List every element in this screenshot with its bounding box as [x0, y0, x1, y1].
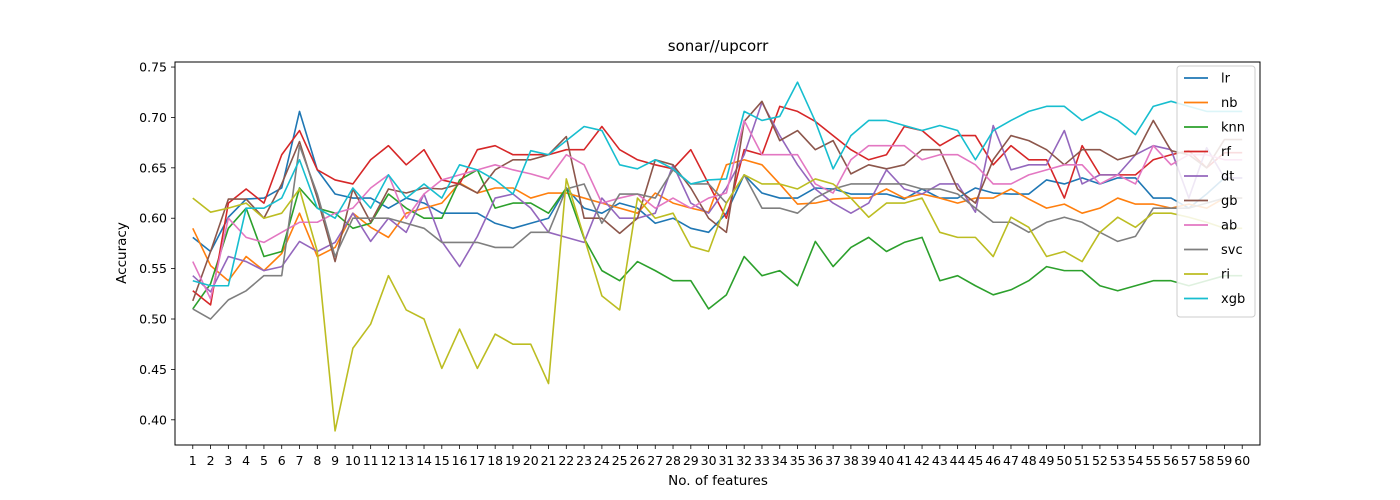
- legend-label-dt: dt: [1221, 170, 1234, 185]
- x-tick-label: 25: [612, 453, 628, 468]
- x-tick-label: 46: [985, 453, 1001, 468]
- x-tick-label: 16: [452, 453, 468, 468]
- x-tick-label: 38: [843, 453, 859, 468]
- legend-box: [1176, 65, 1256, 318]
- x-tick-label: 7: [296, 453, 304, 468]
- x-tick-label: 26: [630, 453, 646, 468]
- plot-frame: [174, 61, 1261, 446]
- x-tick-label: 53: [1110, 453, 1126, 468]
- x-tick-label: 9: [331, 453, 339, 468]
- x-tick-label: 45: [967, 453, 983, 468]
- x-tick-label: 6: [278, 453, 286, 468]
- x-tick-label: 43: [932, 453, 948, 468]
- x-tick-label: 11: [363, 453, 379, 468]
- y-axis: 0.40 0.45 0.50 0.55 0.60 0.65 0.70 0.75: [139, 60, 175, 427]
- series-layer: [192, 81, 1243, 432]
- x-tick-label: 24: [594, 453, 610, 468]
- x-tick-label: 13: [398, 453, 414, 468]
- legend-label-nb: nb: [1221, 96, 1238, 111]
- x-tick-label: 52: [1092, 453, 1108, 468]
- x-tick-label: 21: [541, 453, 557, 468]
- legend-label-knn: knn: [1221, 121, 1245, 136]
- series-line-xgb: [192, 81, 1243, 287]
- x-tick-label: 27: [647, 453, 663, 468]
- legend-label-rf: rf: [1221, 145, 1231, 160]
- x-tick-label: 39: [861, 453, 877, 468]
- x-tick-label: 17: [469, 453, 485, 468]
- y-tick-label: 0.70: [139, 110, 167, 125]
- x-tick-label: 50: [1056, 453, 1072, 468]
- y-tick-label: 0.40: [139, 412, 167, 427]
- x-tick-label: 23: [576, 453, 592, 468]
- x-tick-label: 57: [1181, 453, 1197, 468]
- x-tick-label: 12: [380, 453, 396, 468]
- legend-label-ab: ab: [1221, 219, 1237, 234]
- series-line-knn: [192, 169, 1243, 310]
- x-tick-label: 36: [807, 453, 823, 468]
- x-tick-label: 32: [736, 453, 752, 468]
- legend-label-gb: gb: [1221, 194, 1238, 209]
- y-axis-label: Accuracy: [114, 222, 130, 284]
- y-tick-label: 0.65: [139, 160, 167, 175]
- x-tick-label: 19: [505, 453, 521, 468]
- y-tick-label: 0.75: [139, 60, 167, 75]
- x-tick-label: 55: [1145, 453, 1161, 468]
- series-line-lr: [192, 110, 1243, 253]
- x-tick-label: 3: [224, 453, 232, 468]
- y-tick-label: 0.60: [139, 211, 167, 226]
- x-tick-label: 59: [1216, 453, 1232, 468]
- y-tick-label: 0.55: [139, 261, 167, 276]
- x-tick-label: 47: [1003, 453, 1019, 468]
- x-tick-label: 58: [1199, 453, 1215, 468]
- y-tick-label: 0.50: [139, 312, 167, 327]
- x-tick-label: 8: [313, 453, 321, 468]
- legend-label-lr: lr: [1221, 72, 1231, 87]
- y-tick-label: 0.45: [139, 362, 167, 377]
- x-tick-label: 40: [879, 453, 895, 468]
- x-tick-label: 33: [754, 453, 770, 468]
- x-tick-label: 34: [772, 453, 788, 468]
- x-axis: 1 2 3 4 5 6 7 8 9 10 11 12 13 14 15 16 17 18 19 20 21 22 23 24 2…: [189, 445, 1250, 468]
- series-line-dt: [192, 101, 1243, 293]
- x-tick-label: 41: [896, 453, 912, 468]
- x-tick-label: 31: [718, 453, 734, 468]
- x-tick-label: 30: [701, 453, 717, 468]
- series-line-ab: [192, 119, 1243, 300]
- x-tick-label: 37: [825, 453, 841, 468]
- x-tick-label: 10: [345, 453, 361, 468]
- x-tick-label: 18: [487, 453, 503, 468]
- x-tick-label: 15: [434, 453, 450, 468]
- x-tick-label: 14: [416, 453, 432, 468]
- x-tick-label: 54: [1128, 453, 1144, 468]
- series-line-ri: [192, 174, 1243, 432]
- x-tick-label: 20: [523, 453, 539, 468]
- x-tick-label: 1: [189, 453, 197, 468]
- x-tick-label: 4: [242, 453, 250, 468]
- x-tick-label: 49: [1039, 453, 1055, 468]
- x-tick-label: 29: [683, 453, 699, 468]
- x-tick-label: 22: [558, 453, 574, 468]
- x-tick-label: 56: [1163, 453, 1179, 468]
- x-tick-label: 60: [1234, 453, 1250, 468]
- x-tick-label: 42: [914, 453, 930, 468]
- x-tick-label: 2: [207, 453, 215, 468]
- legend-label-svc: svc: [1221, 243, 1243, 258]
- x-tick-label: 5: [260, 453, 268, 468]
- x-tick-label: 28: [665, 453, 681, 468]
- x-tick-label: 51: [1074, 453, 1090, 468]
- x-tick-label: 35: [790, 453, 806, 468]
- legend: lr nb knn rf dt gb ab svc ri xgb: [1176, 65, 1256, 318]
- x-axis-label: No. of features: [668, 473, 768, 489]
- legend-label-xgb: xgb: [1221, 292, 1245, 307]
- x-tick-label: 44: [950, 453, 966, 468]
- series-line-svc: [192, 144, 1243, 320]
- chart-title: sonar//upcorr: [668, 37, 769, 55]
- legend-label-ri: ri: [1221, 268, 1230, 283]
- x-tick-label: 48: [1021, 453, 1037, 468]
- series-line-nb: [192, 158, 1243, 282]
